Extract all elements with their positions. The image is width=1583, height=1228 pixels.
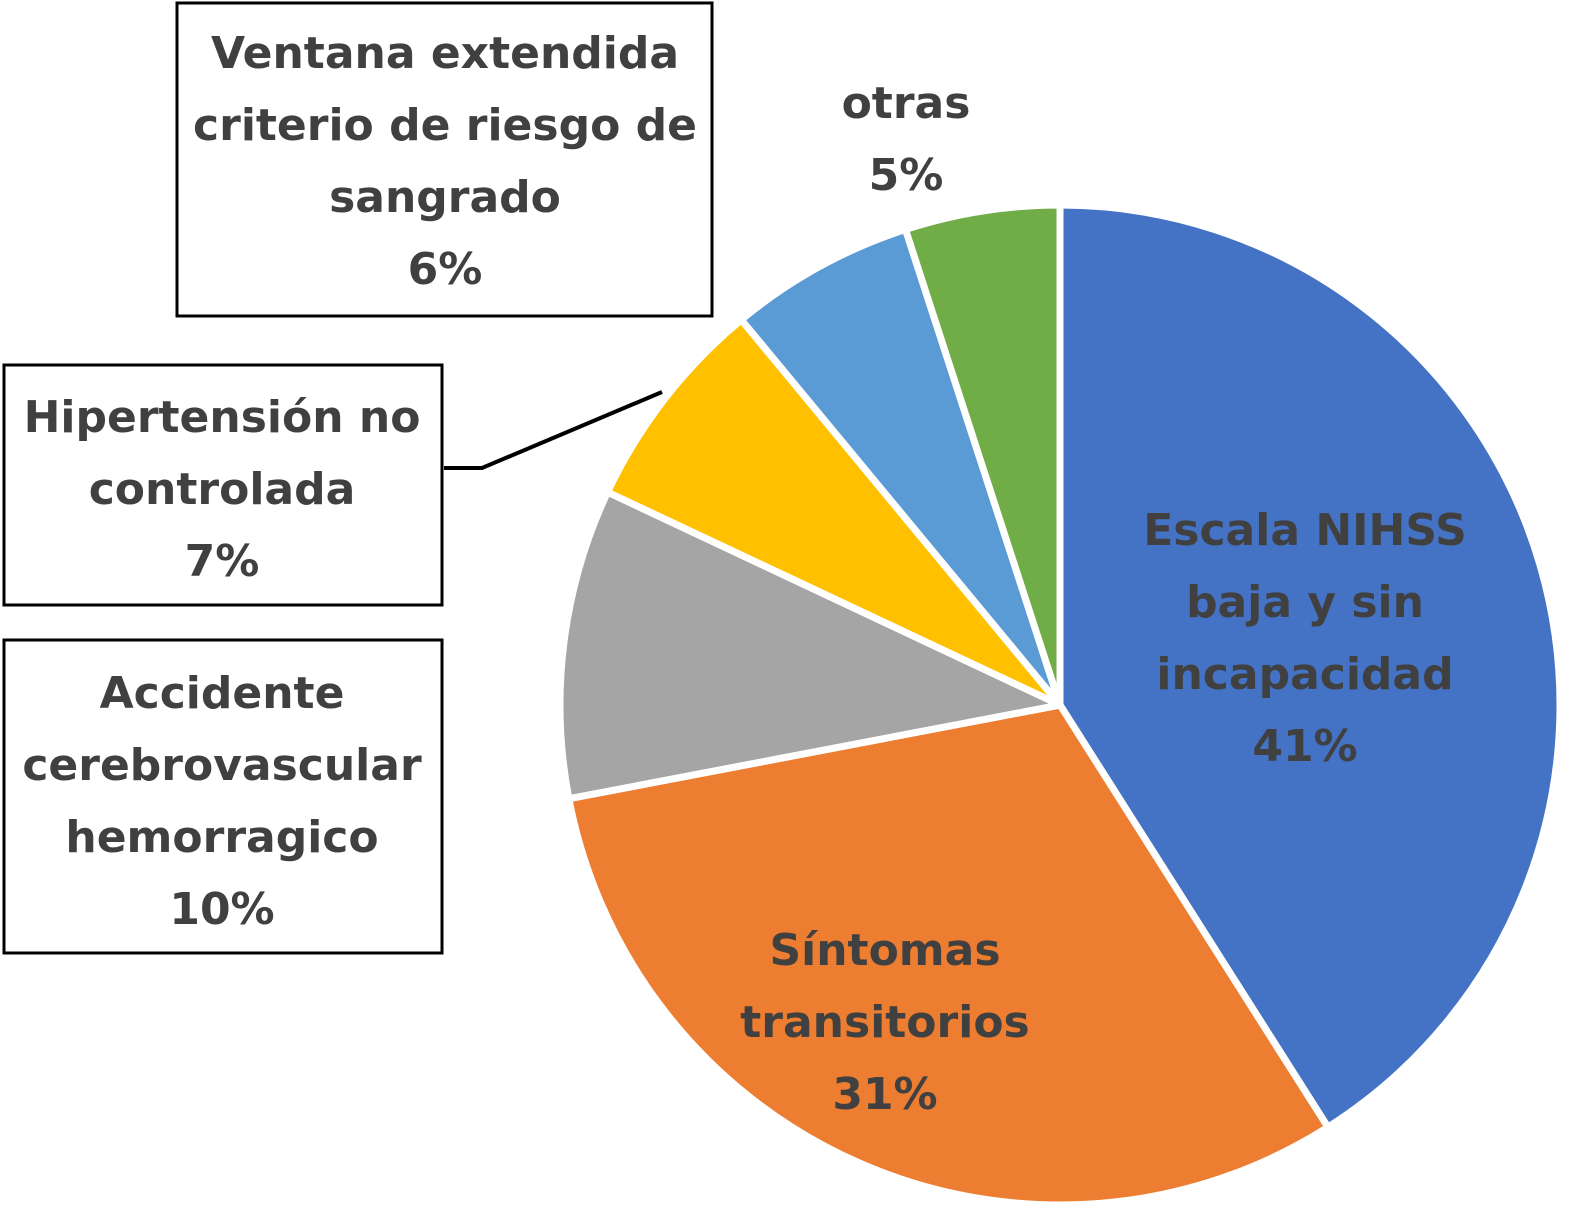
slice-pct-0: 41% <box>1252 721 1357 772</box>
callout-boxes <box>2 1 714 955</box>
slice-label-line-0-0: Escala NIHSS <box>1143 505 1467 556</box>
slice-pct-3: 7% <box>185 536 260 587</box>
slice-label-5: otras 5% <box>842 78 971 201</box>
slice-label-1: Síntomas transitorios 31% <box>740 925 1029 1120</box>
leader-line-3 <box>444 390 663 470</box>
slice-pct-4: 6% <box>408 244 483 295</box>
slice-label-line-1-0: Síntomas <box>769 925 1000 976</box>
pie-slice-1 <box>565 701 1332 1209</box>
slice-label-line-0-2: incapacidad <box>1156 649 1453 700</box>
slice-pct-1: 31% <box>832 1069 937 1120</box>
slice-label-4: Ventana extendida criterio de riesgo de sa… <box>193 28 697 295</box>
pie-slice-2 <box>556 488 1064 803</box>
slice-pct-2: 10% <box>169 884 274 935</box>
slice-label-line-3-0: Hipertensión no <box>24 392 421 443</box>
slice-label-line-2-0: Accidente <box>100 668 345 719</box>
callout-box-3 <box>2 363 444 607</box>
slice-label-line-4-2: sangrado <box>329 172 561 223</box>
slice-label-2: Accidente cerebrovascular hemorragico 10% <box>22 668 422 935</box>
slice-label-line-2-1: cerebrovascular <box>22 740 422 791</box>
pie-slice-4 <box>737 225 1064 709</box>
slice-label-3: Hipertensión no controlada 7% <box>24 392 421 587</box>
pie-slice-3 <box>604 316 1064 709</box>
pie-slices <box>556 201 1564 1209</box>
callout-box-4 <box>175 1 714 318</box>
slice-label-0: Escala NIHSS baja y sin incapacidad 41% <box>1143 505 1467 772</box>
slice-label-line-4-1: criterio de riesgo de <box>193 100 697 151</box>
slice-label-line-0-1: baja y sin <box>1186 577 1424 628</box>
slice-pct-5: 5% <box>869 150 944 201</box>
pie-slice-5 <box>901 201 1064 709</box>
slice-label-line-5-0: otras <box>842 78 971 129</box>
slice-label-line-2-2: hemorragico <box>65 812 378 863</box>
slice-label-line-1-1: transitorios <box>740 997 1029 1048</box>
slice-label-line-4-0: Ventana extendida <box>211 28 679 79</box>
callout-box-2 <box>2 638 444 955</box>
slice-labels: Escala NIHSS baja y sin incapacidad 41% Sínt… <box>22 28 1466 1120</box>
slice-label-line-3-1: controlada <box>89 464 356 515</box>
